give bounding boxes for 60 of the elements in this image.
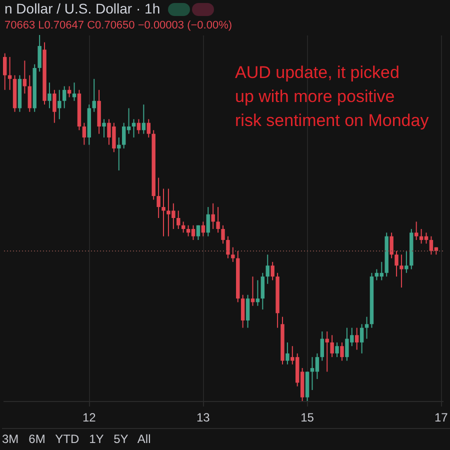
candlestick bbox=[146, 118, 150, 138]
candlestick bbox=[360, 324, 364, 354]
candlestick bbox=[335, 342, 339, 358]
candlestick bbox=[92, 78, 96, 112]
candlestick bbox=[266, 254, 270, 284]
candlestick bbox=[62, 86, 66, 109]
candlestick bbox=[196, 224, 200, 240]
candlestick bbox=[250, 276, 255, 306]
candlestick bbox=[325, 330, 329, 372]
candlestick bbox=[340, 342, 344, 362]
candlestick bbox=[260, 272, 265, 310]
candlestick bbox=[67, 86, 72, 98]
candlestick bbox=[132, 118, 136, 138]
candlestick bbox=[206, 206, 210, 237]
candlestick bbox=[394, 250, 398, 278]
candlestick bbox=[72, 82, 76, 102]
candlestick bbox=[102, 118, 106, 138]
annotation: AUD update, it picked up with more positive risk sentiment on Monday bbox=[235, 63, 430, 130]
candlestick bbox=[38, 34, 42, 72]
chart-subtitle: 70663 L0.70647 C0.70650 −0.00003 (−0.00%) bbox=[4, 20, 232, 32]
candlestick bbox=[231, 246, 235, 262]
candlestick bbox=[52, 89, 56, 124]
candlestick bbox=[201, 221, 206, 237]
candlestick bbox=[117, 136, 121, 171]
candlestick bbox=[176, 210, 180, 230]
candlestick bbox=[390, 232, 394, 259]
candlestick bbox=[142, 104, 146, 134]
candlestick bbox=[364, 316, 369, 340]
candlestick bbox=[400, 254, 404, 288]
x-tick-label: 15 bbox=[300, 410, 314, 424]
candlestick bbox=[404, 250, 408, 274]
candlestick bbox=[162, 188, 166, 237]
candlestick bbox=[246, 294, 250, 328]
candlestick bbox=[320, 330, 324, 362]
candlestick bbox=[226, 236, 230, 259]
candlestick bbox=[216, 206, 220, 234]
candlestick bbox=[330, 334, 334, 358]
chart-title: n Dollar / U.S. Dollar · 1h bbox=[4, 0, 160, 16]
candlestick bbox=[3, 52, 7, 90]
candlestick bbox=[355, 327, 359, 350]
candlestick bbox=[22, 60, 27, 94]
candlestick bbox=[82, 122, 86, 146]
x-tick-label: 17 bbox=[434, 410, 448, 424]
candlestick bbox=[136, 118, 141, 134]
candlestick bbox=[28, 74, 32, 112]
candlestick bbox=[286, 342, 290, 365]
candlestick bbox=[58, 89, 62, 120]
candlestick bbox=[156, 177, 160, 218]
candlestick bbox=[181, 221, 186, 234]
candlestick bbox=[270, 261, 274, 281]
x-tick-label: 13 bbox=[196, 410, 210, 424]
candlestick bbox=[211, 202, 215, 230]
text: 3M 6M YTD 1Y 5Y All bbox=[2, 428, 450, 446]
candlestick bbox=[221, 224, 225, 244]
candlestick bbox=[8, 56, 12, 90]
x-tick-label: 12 bbox=[82, 410, 96, 424]
candlestick bbox=[414, 221, 418, 240]
candlestick bbox=[256, 280, 260, 306]
candlestick bbox=[48, 82, 52, 109]
candlestick bbox=[240, 294, 245, 328]
